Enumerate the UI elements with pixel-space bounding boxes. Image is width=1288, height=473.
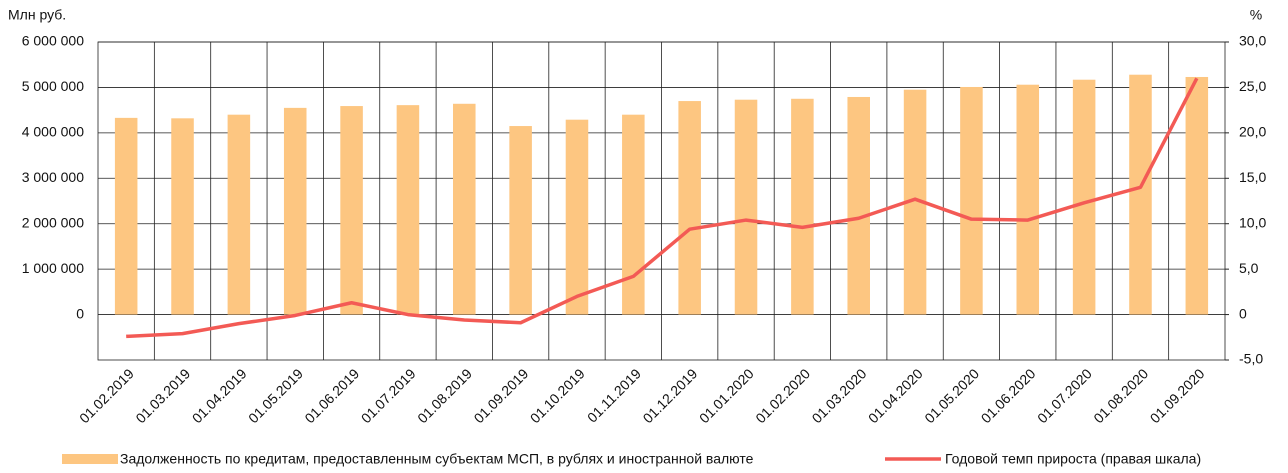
x-tick-label: 01.11.2019 xyxy=(584,365,644,425)
x-tick-label: 01.02.2019 xyxy=(76,365,137,426)
y2-tick-label: 10,0 xyxy=(1239,214,1266,230)
legend-swatch xyxy=(62,454,118,464)
x-tick-label: 01.02.2020 xyxy=(752,365,813,426)
y-axis-label: Млн руб. xyxy=(8,7,66,23)
bar xyxy=(791,98,814,315)
x-tick-label: 01.03.2019 xyxy=(132,365,193,426)
bar xyxy=(1185,76,1209,315)
bar xyxy=(622,114,645,315)
bar xyxy=(396,105,420,315)
legend-label: Годовой темп прироста (правая шкала) xyxy=(945,451,1201,467)
x-tick-label: 01.09.2019 xyxy=(470,365,531,426)
bar xyxy=(114,117,138,315)
bar xyxy=(509,126,532,315)
x-tick-label: 01.03.2020 xyxy=(809,365,870,426)
y-tick-label: 0 xyxy=(76,305,84,321)
bar xyxy=(1072,79,1096,315)
bar xyxy=(565,119,589,315)
y-tick-label: 6 000 000 xyxy=(22,33,84,49)
y2-tick-label: 5,0 xyxy=(1239,260,1259,276)
bar xyxy=(340,106,363,315)
x-tick-label: 01.04.2019 xyxy=(189,365,250,426)
bar xyxy=(903,89,927,315)
bar xyxy=(1016,84,1040,315)
y2-axis-label: % xyxy=(1250,7,1262,23)
y2-tick-label: 25,0 xyxy=(1239,78,1266,94)
y-tick-label: 5 000 000 xyxy=(22,78,84,94)
x-tick-label: 01.06.2019 xyxy=(301,365,362,426)
legend-label: Задолженность по кредитам, предоставленн… xyxy=(120,451,754,467)
y2-tick-label: -5,0 xyxy=(1239,351,1263,367)
y-tick-label: 2 000 000 xyxy=(22,214,84,230)
x-tick-label: 01.08.2019 xyxy=(414,365,475,426)
y2-tick-label: 30,0 xyxy=(1239,33,1266,49)
bar xyxy=(283,107,307,315)
bar xyxy=(678,101,701,315)
y-tick-label: 1 000 000 xyxy=(22,260,84,276)
bar xyxy=(847,96,870,315)
bar xyxy=(171,118,194,315)
x-tick-label: 01.07.2020 xyxy=(1034,365,1095,426)
bar xyxy=(960,86,983,315)
y-tick-label: 3 000 000 xyxy=(22,169,84,185)
y-tick-label: 4 000 000 xyxy=(22,124,84,140)
x-tick-label: 01.12.2019 xyxy=(640,365,701,426)
x-tick-label: 01.05.2020 xyxy=(921,365,982,426)
x-tick-label: 01.09.2020 xyxy=(1147,365,1208,426)
bar xyxy=(227,114,251,315)
bar xyxy=(734,99,758,315)
y2-tick-label: 20,0 xyxy=(1239,124,1266,140)
bar xyxy=(453,103,476,315)
x-tick-label: 01.04.2020 xyxy=(865,365,926,426)
x-tick-label: 01.01.2020 xyxy=(696,365,757,426)
x-tick-label: 01.10.2019 xyxy=(527,365,588,426)
x-tick-label: 01.07.2019 xyxy=(358,365,419,426)
x-tick-label: 01.05.2019 xyxy=(245,365,306,426)
x-tick-label: 01.06.2020 xyxy=(978,365,1039,426)
y2-tick-label: 0 xyxy=(1239,305,1247,321)
bar xyxy=(1129,74,1152,315)
line xyxy=(126,77,1199,339)
y2-tick-label: 15,0 xyxy=(1239,169,1266,185)
x-tick-label: 01.08.2020 xyxy=(1090,365,1151,426)
